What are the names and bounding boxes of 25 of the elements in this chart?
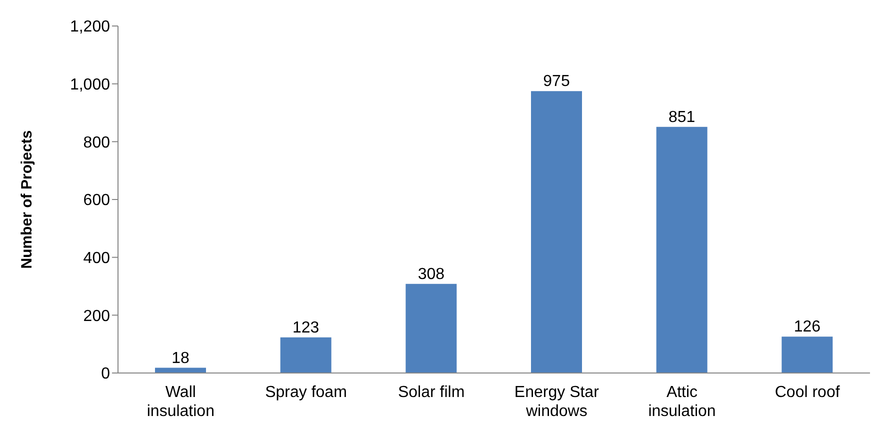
y-tick-label: 800: [83, 134, 110, 152]
bar: [406, 284, 457, 373]
y-tick-label: 1,000: [70, 76, 110, 94]
bar: [280, 337, 332, 373]
x-tick-label: Wall insulation: [146, 384, 214, 420]
bar: [782, 336, 833, 373]
data-label: 851: [668, 108, 696, 126]
y-axis-title: Number of Projects: [18, 130, 36, 269]
y-tick-label: 400: [83, 250, 110, 268]
y-tick-label: 600: [83, 192, 110, 210]
x-tick-label: Energy Star windows: [514, 384, 600, 420]
y-tick-label: 0: [101, 366, 110, 383]
y-tick-label: 1,200: [70, 18, 110, 36]
x-tick-label: Solar film: [398, 384, 465, 401]
data-label: 126: [794, 318, 821, 336]
data-label: 308: [418, 266, 445, 283]
data-label: 18: [172, 350, 190, 367]
bar: [656, 126, 708, 373]
x-tick-label: Cool roof: [774, 384, 840, 401]
x-tick-label: Spray foam: [265, 384, 347, 401]
data-label: 975: [543, 73, 570, 90]
bar: [531, 91, 582, 373]
data-label: 123: [292, 319, 320, 336]
x-tick-label: Attic insulation: [648, 384, 716, 420]
y-tick-label: 200: [83, 308, 110, 325]
